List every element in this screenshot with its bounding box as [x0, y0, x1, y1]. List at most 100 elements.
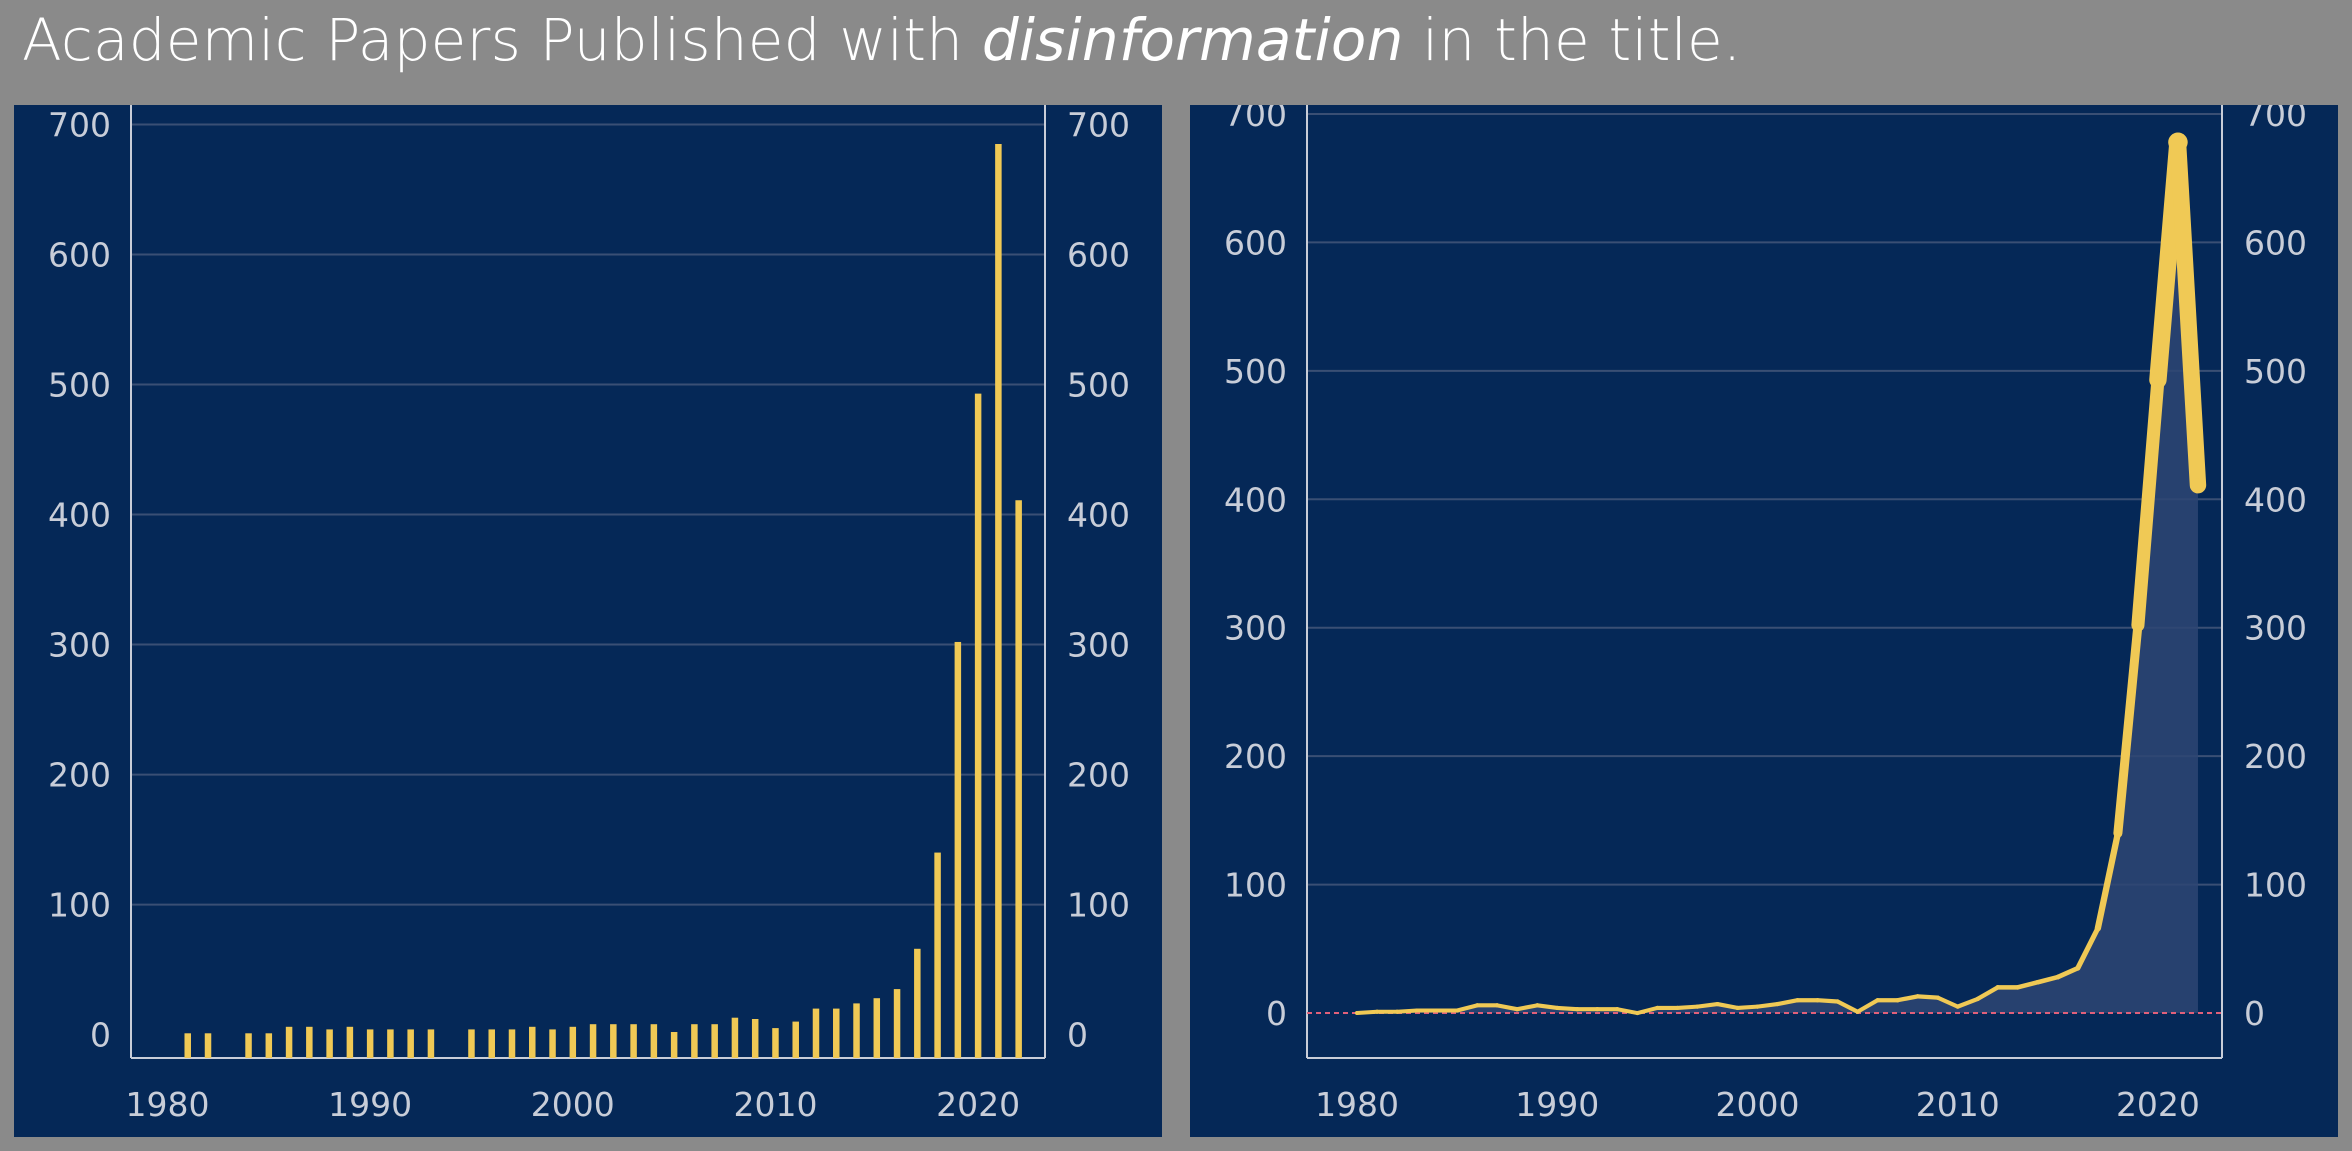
y-tick-label-left: 500 [48, 366, 111, 405]
line-segment [2055, 965, 2081, 980]
line-point [1455, 1008, 1460, 1013]
line-point [1895, 998, 1900, 1003]
line-segment [1715, 1001, 1740, 1010]
x-tick-label: 2000 [531, 1085, 615, 1124]
line-point [1935, 995, 1940, 1000]
bar [610, 1024, 617, 1058]
line-point [1735, 1005, 1740, 1010]
line-segment [1855, 998, 1880, 1014]
line-point [1875, 998, 1880, 1003]
y-tick-label-right: 100 [1067, 886, 1130, 925]
y-tick-label-left: 200 [1224, 737, 1287, 776]
bar [245, 1033, 252, 1058]
line-segment [1735, 1004, 1760, 1010]
bar [853, 1003, 860, 1058]
y-tick-label-left: 700 [1224, 105, 1287, 134]
title-suffix: in the title. [1403, 6, 1742, 74]
bar [670, 1031, 678, 1058]
line-segment [2169, 134, 2207, 494]
bar [731, 1017, 739, 1058]
bar [346, 1026, 354, 1058]
title-emphasis: disinformation [981, 6, 1404, 74]
line-point [1695, 1004, 1700, 1009]
line-point [1815, 998, 1820, 1003]
y-tick-label-right: 200 [1067, 756, 1130, 795]
line-point [1595, 1007, 1600, 1012]
y-tick-label-right: 500 [2244, 352, 2307, 391]
y-tick-label-left: 500 [1224, 352, 1287, 391]
y-tick-label-right: 0 [1067, 1016, 1088, 1055]
line-point [1655, 1005, 1660, 1010]
x-tick-label: 2020 [936, 1085, 1020, 1124]
bar [751, 1018, 759, 1058]
line-segment [1895, 994, 1920, 1003]
bar [772, 1028, 779, 1058]
line-point [1975, 996, 1980, 1002]
bar [974, 393, 982, 1059]
line-segment [1775, 998, 1800, 1007]
bar [306, 1026, 313, 1058]
bar [387, 1029, 394, 1058]
line-segment [1635, 1005, 1660, 1016]
bar [265, 1033, 273, 1058]
line-segment [1935, 995, 1960, 1009]
line-segment [2113, 620, 2143, 838]
y-tick-label-left: 700 [48, 106, 111, 145]
line-point [2132, 619, 2144, 631]
x-tick-label: 1990 [1515, 1085, 1599, 1124]
line-segment [1835, 999, 1860, 1014]
line-point [1955, 1004, 1960, 1009]
y-tick-label-right: 100 [2244, 866, 2307, 905]
bar [529, 1026, 536, 1058]
line-point [2114, 829, 2122, 837]
line-point [1635, 1011, 1640, 1016]
bar [407, 1029, 414, 1058]
line-segment [1355, 1009, 1380, 1016]
line-segment [1675, 1004, 1700, 1010]
line-segment [1395, 1008, 1420, 1014]
bar-chart: 0 0 100 100 200 200 300 300 400 400 500 500 600 600 70… [14, 105, 1162, 1137]
bar [589, 1024, 597, 1058]
bar [1015, 500, 1022, 1059]
y-tick-label-left: 400 [48, 496, 111, 535]
line-point [1375, 1009, 1380, 1014]
bar [204, 1033, 212, 1058]
line-point [1615, 1007, 1620, 1012]
bar [366, 1029, 374, 1058]
y-tick-label-right: 300 [2244, 609, 2307, 648]
x-tick-label: 2000 [1716, 1085, 1800, 1124]
y-tick-label-left: 300 [1224, 609, 1287, 648]
bar [792, 1021, 799, 1058]
x-tick-label: 2020 [2116, 1085, 2200, 1124]
line-point [1355, 1011, 1360, 1016]
y-tick-label-right: 600 [2244, 223, 2307, 262]
bar [508, 1029, 516, 1058]
line-segment [1955, 996, 1980, 1009]
line-segment [1535, 1003, 1560, 1010]
line-segment [2131, 373, 2165, 632]
line-segment [2094, 830, 2122, 932]
line-chart-panel: 0 0 100 100 200 200 300 300 400 400 500 500 600 600 70… [1190, 105, 2338, 1137]
line-point [1775, 1001, 1780, 1007]
bar [995, 144, 1002, 1058]
line-point [2035, 979, 2041, 985]
y-tick-label-left: 300 [48, 626, 111, 665]
line-point [2075, 965, 2081, 971]
line-point [2055, 974, 2061, 980]
line-point [2015, 985, 2021, 990]
line-point [1915, 994, 1920, 999]
line-segment [1555, 1005, 1580, 1012]
line-point [1495, 1003, 1500, 1008]
panel-background [14, 105, 1162, 1137]
bar [833, 1008, 840, 1058]
line-point [2095, 925, 2101, 932]
x-tick-label: 1980 [1315, 1085, 1399, 1124]
line-point [1575, 1007, 1580, 1012]
bar [488, 1029, 495, 1058]
y-tick-label-left: 0 [1266, 994, 1287, 1033]
line-point [1715, 1001, 1720, 1007]
bar [184, 1033, 191, 1058]
bar [650, 1024, 658, 1058]
bar [812, 1008, 820, 1058]
line-point [1475, 1003, 1480, 1008]
